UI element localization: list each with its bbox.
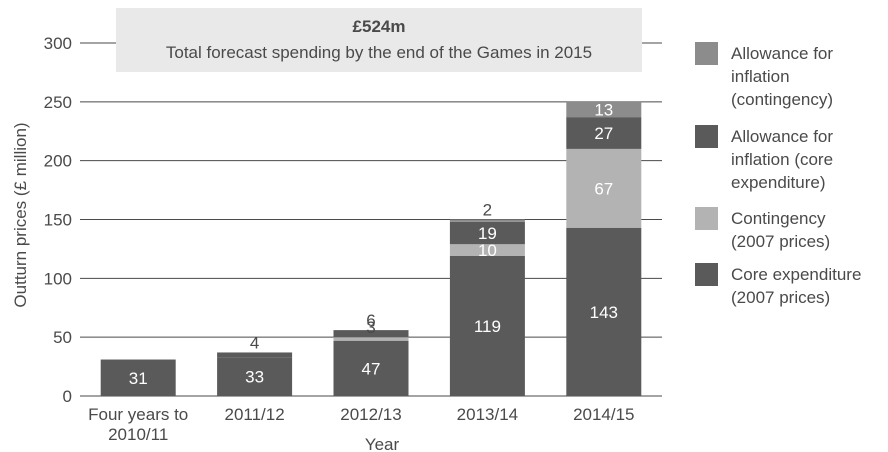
x-tick-label: Four years to 2010/11 xyxy=(88,405,188,444)
legend-label: (contingency) xyxy=(731,90,833,109)
bar-segment xyxy=(566,101,642,118)
bar-segment xyxy=(449,221,525,245)
y-tick-label: 150 xyxy=(44,211,72,230)
y-tick-label: 250 xyxy=(44,93,72,112)
legend-swatch xyxy=(695,263,718,286)
data-label: 13 xyxy=(594,100,613,119)
annotation-headline: £524m xyxy=(353,17,406,36)
legend-label: inflation xyxy=(731,67,790,86)
legend-swatch xyxy=(695,42,718,65)
bar-segment xyxy=(333,330,409,338)
data-label: 6 xyxy=(366,311,375,330)
y-tick-label: 100 xyxy=(44,269,72,288)
x-tick-label: 2011/12 xyxy=(224,405,284,424)
x-tick-label: 2013/14 xyxy=(457,405,518,424)
data-label: 67 xyxy=(594,179,613,198)
x-tick-label-line: Four years to xyxy=(88,405,188,424)
x-tick-label-line: 2011/12 xyxy=(224,405,284,424)
bar-segment xyxy=(566,148,642,228)
x-tick-label: 2012/13 xyxy=(340,405,401,424)
data-label: 33 xyxy=(245,368,264,387)
data-label: 27 xyxy=(594,124,613,143)
data-label: 47 xyxy=(362,359,381,378)
legend-label: (2007 prices) xyxy=(731,232,830,251)
bar-segment xyxy=(217,352,293,358)
x-tick-label-line: 2012/13 xyxy=(340,405,401,424)
y-tick-label: 300 xyxy=(44,34,72,53)
data-label: 143 xyxy=(590,303,618,322)
legend-swatch xyxy=(695,207,718,230)
x-tick-label-line: 2014/15 xyxy=(573,405,634,424)
legend-label: inflation (core xyxy=(731,150,833,169)
legend-label: Core expenditure xyxy=(731,265,861,284)
x-axis-label: Year xyxy=(365,435,400,452)
bar-segment xyxy=(217,357,293,396)
data-label: 10 xyxy=(478,241,497,260)
bar-segment xyxy=(449,255,525,396)
bar-segment xyxy=(333,340,409,396)
annotation-box xyxy=(116,8,642,72)
bar-segment xyxy=(566,117,642,149)
y-axis-ticks: 0 50 100 150 200 250 300 xyxy=(44,34,72,406)
x-axis-ticks: Four years to 2010/11 2011/12 2012/13 2013/1… xyxy=(88,405,634,444)
y-axis-label: Outturn prices (£ million) xyxy=(11,122,30,307)
bar-segment xyxy=(449,244,525,256)
bar-segment xyxy=(566,227,642,396)
data-label: 3 xyxy=(366,318,375,337)
legend-label: expenditure) xyxy=(731,173,826,192)
bar-segment xyxy=(100,359,176,396)
y-tick-label: 0 xyxy=(63,387,72,406)
data-label: 31 xyxy=(129,369,148,388)
x-tick-label: 2014/15 xyxy=(573,405,634,424)
legend: Allowance for inflation (contingency) Allow… xyxy=(695,42,861,307)
y-tick-label: 50 xyxy=(53,328,72,347)
legend-label: Contingency xyxy=(731,209,826,228)
bar-segment xyxy=(333,337,409,341)
data-label: 19 xyxy=(478,224,497,243)
data-label: 4 xyxy=(250,333,259,352)
y-tick-label: 200 xyxy=(44,152,72,171)
legend-swatch xyxy=(695,125,718,148)
x-tick-label-line: 2013/14 xyxy=(457,405,518,424)
x-tick-label-line: 2010/11 xyxy=(108,425,168,444)
data-label: 119 xyxy=(474,317,501,336)
legend-label: (2007 prices) xyxy=(731,288,830,307)
legend-label: Allowance for xyxy=(731,127,833,146)
legend-label: Allowance for xyxy=(731,44,833,63)
annotation-text: Total forecast spending by the end of th… xyxy=(166,43,592,62)
data-label: 2 xyxy=(483,201,492,220)
bar-segment xyxy=(449,219,525,222)
